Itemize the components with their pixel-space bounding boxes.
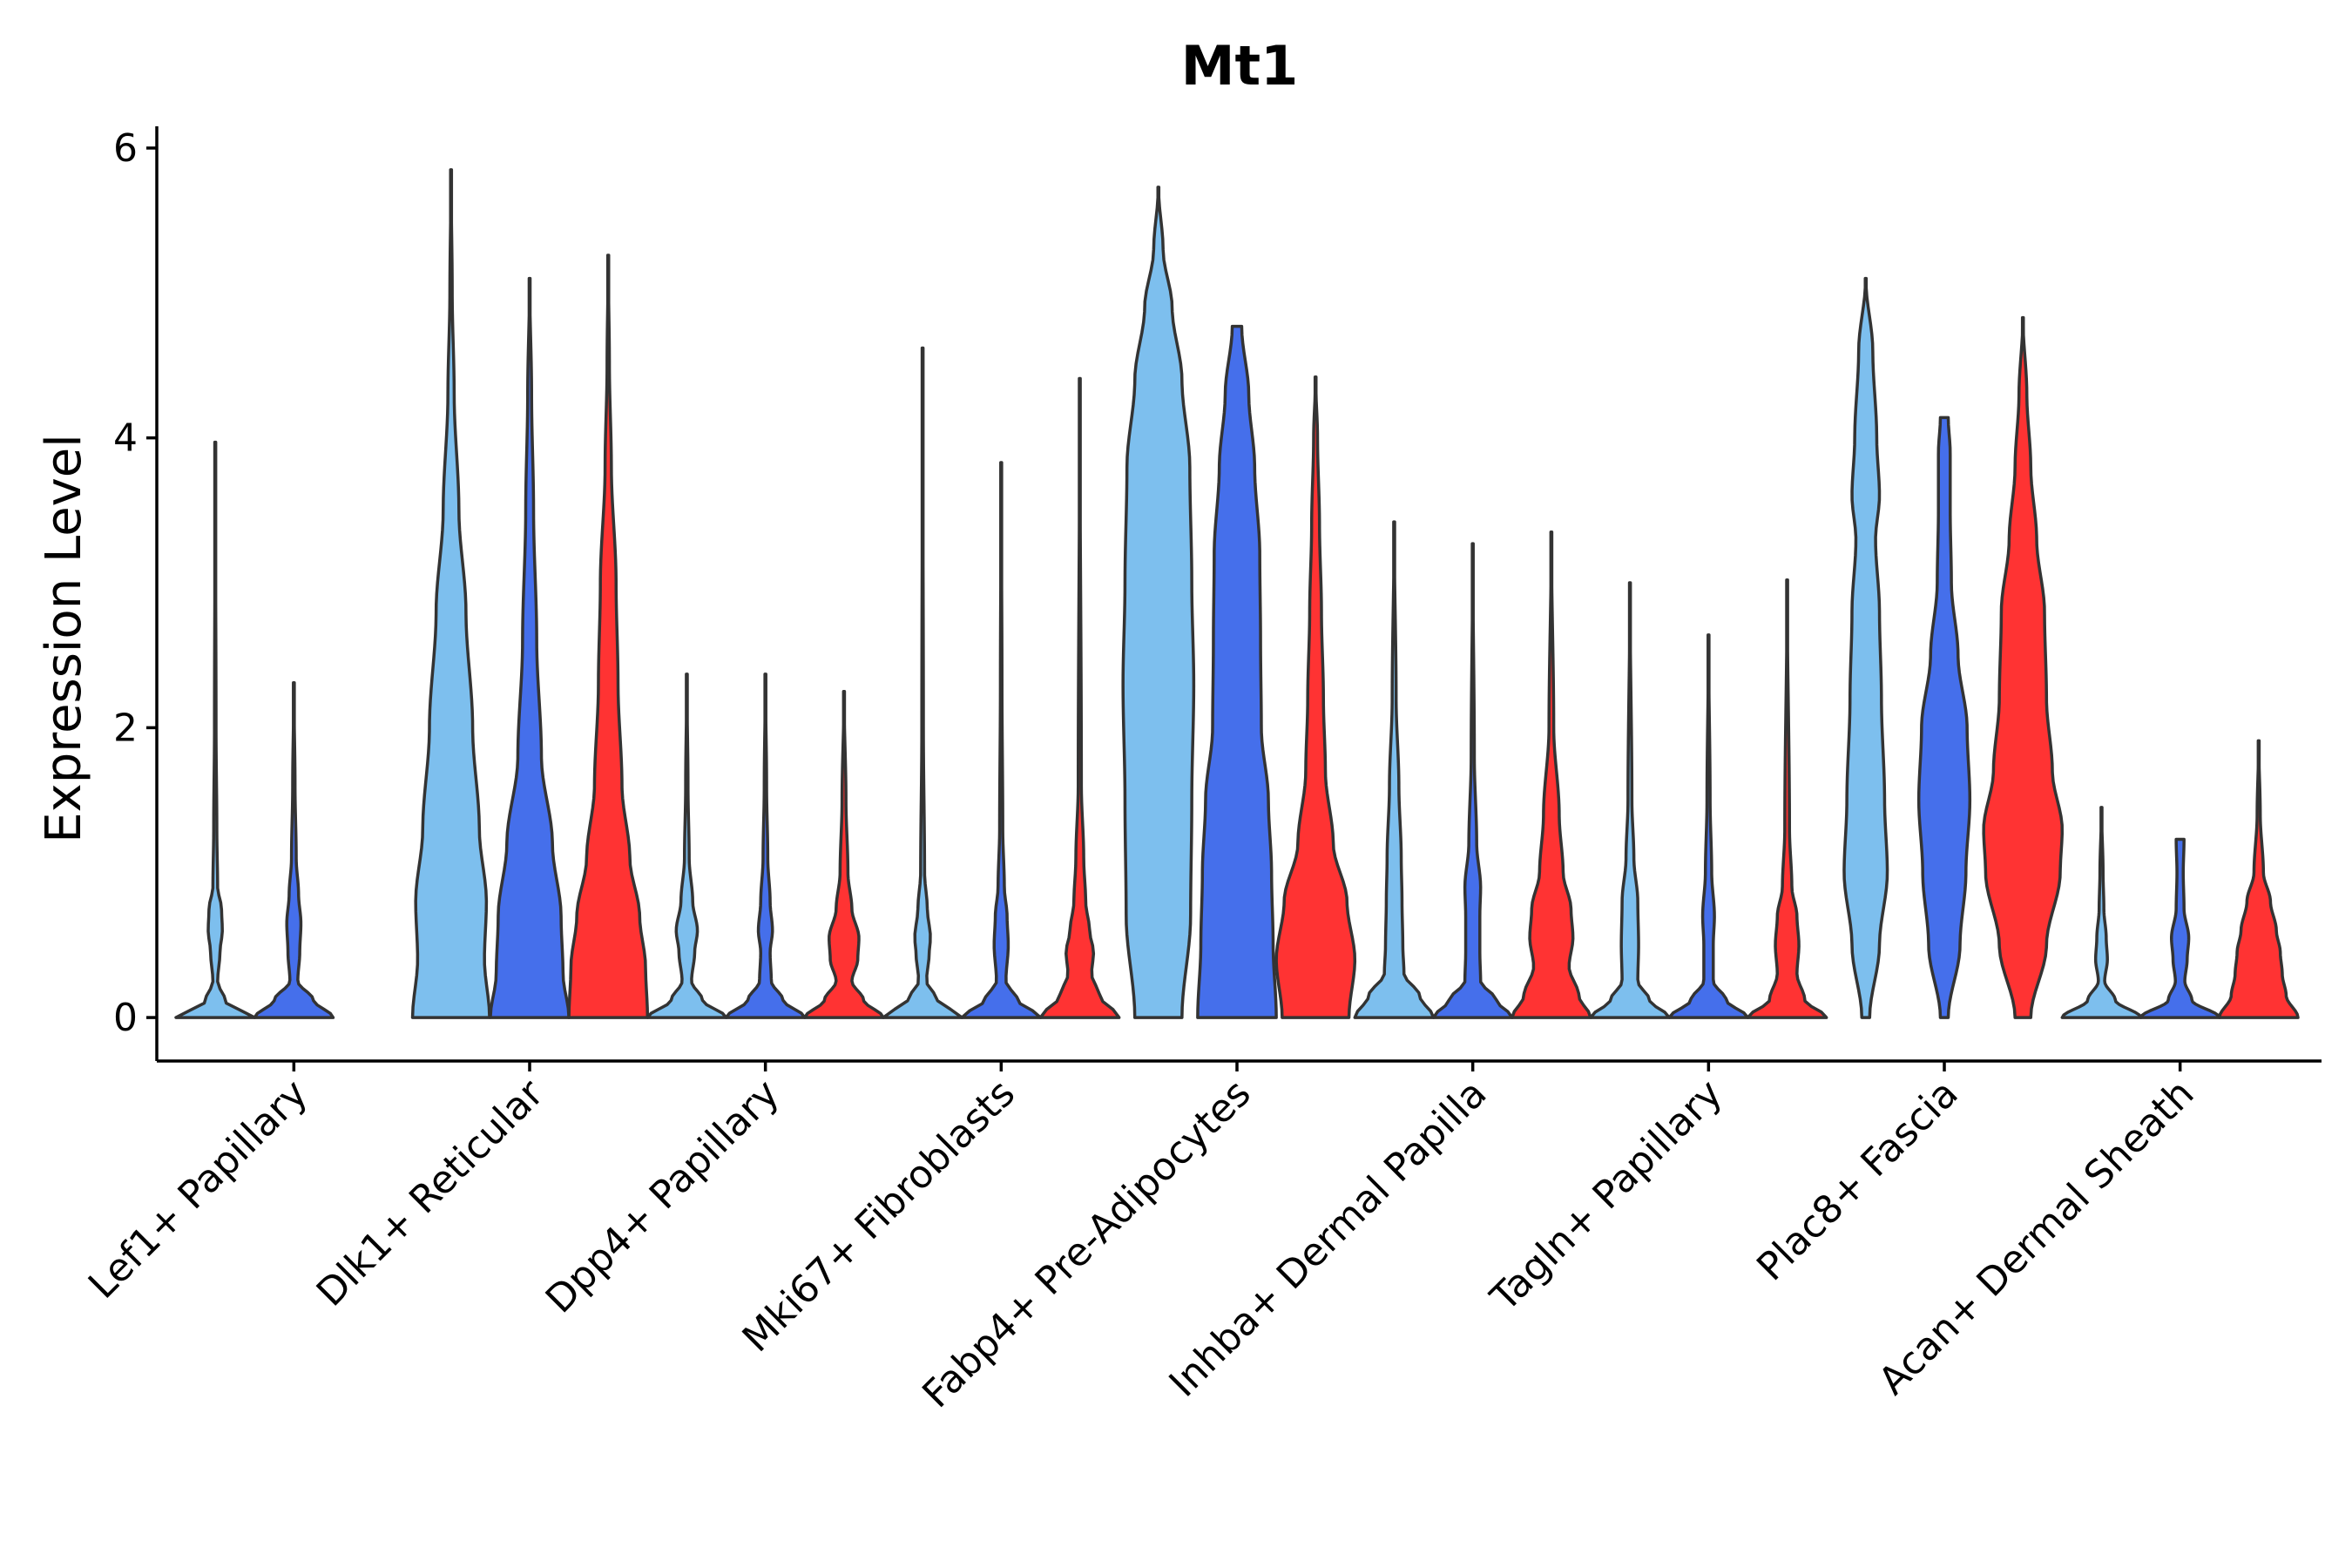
x-category-label: Tagln+ Papillary — [1482, 1071, 1731, 1321]
violin-group2-8 — [1916, 416, 1972, 1019]
violin-group2-1 — [253, 681, 335, 1019]
chart-title: Mt1 — [1181, 34, 1298, 98]
y-tick-label: 4 — [113, 416, 138, 461]
violin-group3-5 — [1274, 375, 1357, 1019]
violin-group3-9 — [2218, 739, 2300, 1019]
violin-group2-7 — [1667, 633, 1750, 1019]
x-category-label: Dlk1+ Reticular — [308, 1071, 553, 1315]
violin-group1-3 — [645, 672, 728, 1019]
y-ticks: 0 2 4 6 — [113, 126, 157, 1040]
violin-group1-1 — [174, 440, 256, 1019]
x-category-label: Dpp4+ Papillary — [537, 1071, 788, 1322]
violin-group1-7 — [1589, 581, 1671, 1019]
violin-group2-2 — [489, 276, 571, 1019]
x-category-label: Lef1+ Papillary — [80, 1071, 316, 1308]
violin-group3-7 — [1746, 578, 1828, 1019]
violin-group1-8 — [1842, 276, 1889, 1019]
violin-group1-6 — [1353, 520, 1436, 1019]
violin-group1-5 — [1121, 186, 1196, 1019]
violin-group1-9 — [2060, 806, 2143, 1019]
violin-group3-2 — [567, 253, 650, 1019]
violin-group3-4 — [1038, 376, 1121, 1019]
y-axis-label: Expression Level — [36, 434, 92, 843]
violin-group2-3 — [724, 672, 807, 1019]
violin-group3-6 — [1511, 531, 1592, 1019]
violin-group2-4 — [960, 461, 1043, 1019]
violin-group1-4 — [882, 346, 963, 1019]
violin-group2-9 — [2139, 837, 2221, 1019]
violin-group3-8 — [1982, 315, 2065, 1019]
x-category-label: Mki67+ Fibroblasts — [734, 1071, 1024, 1361]
y-tick-label: 6 — [113, 126, 138, 171]
violin-group1-2 — [410, 168, 491, 1019]
violin-group2-6 — [1431, 542, 1514, 1019]
y-tick-label: 2 — [113, 706, 138, 750]
x-category-label: Plac8+ Fascia — [1748, 1071, 1967, 1290]
axes — [155, 126, 2322, 1063]
y-tick-label: 0 — [113, 996, 138, 1040]
violins-layer — [174, 168, 2300, 1019]
violin-group3-3 — [803, 690, 885, 1019]
violin-group2-5 — [1196, 324, 1278, 1019]
